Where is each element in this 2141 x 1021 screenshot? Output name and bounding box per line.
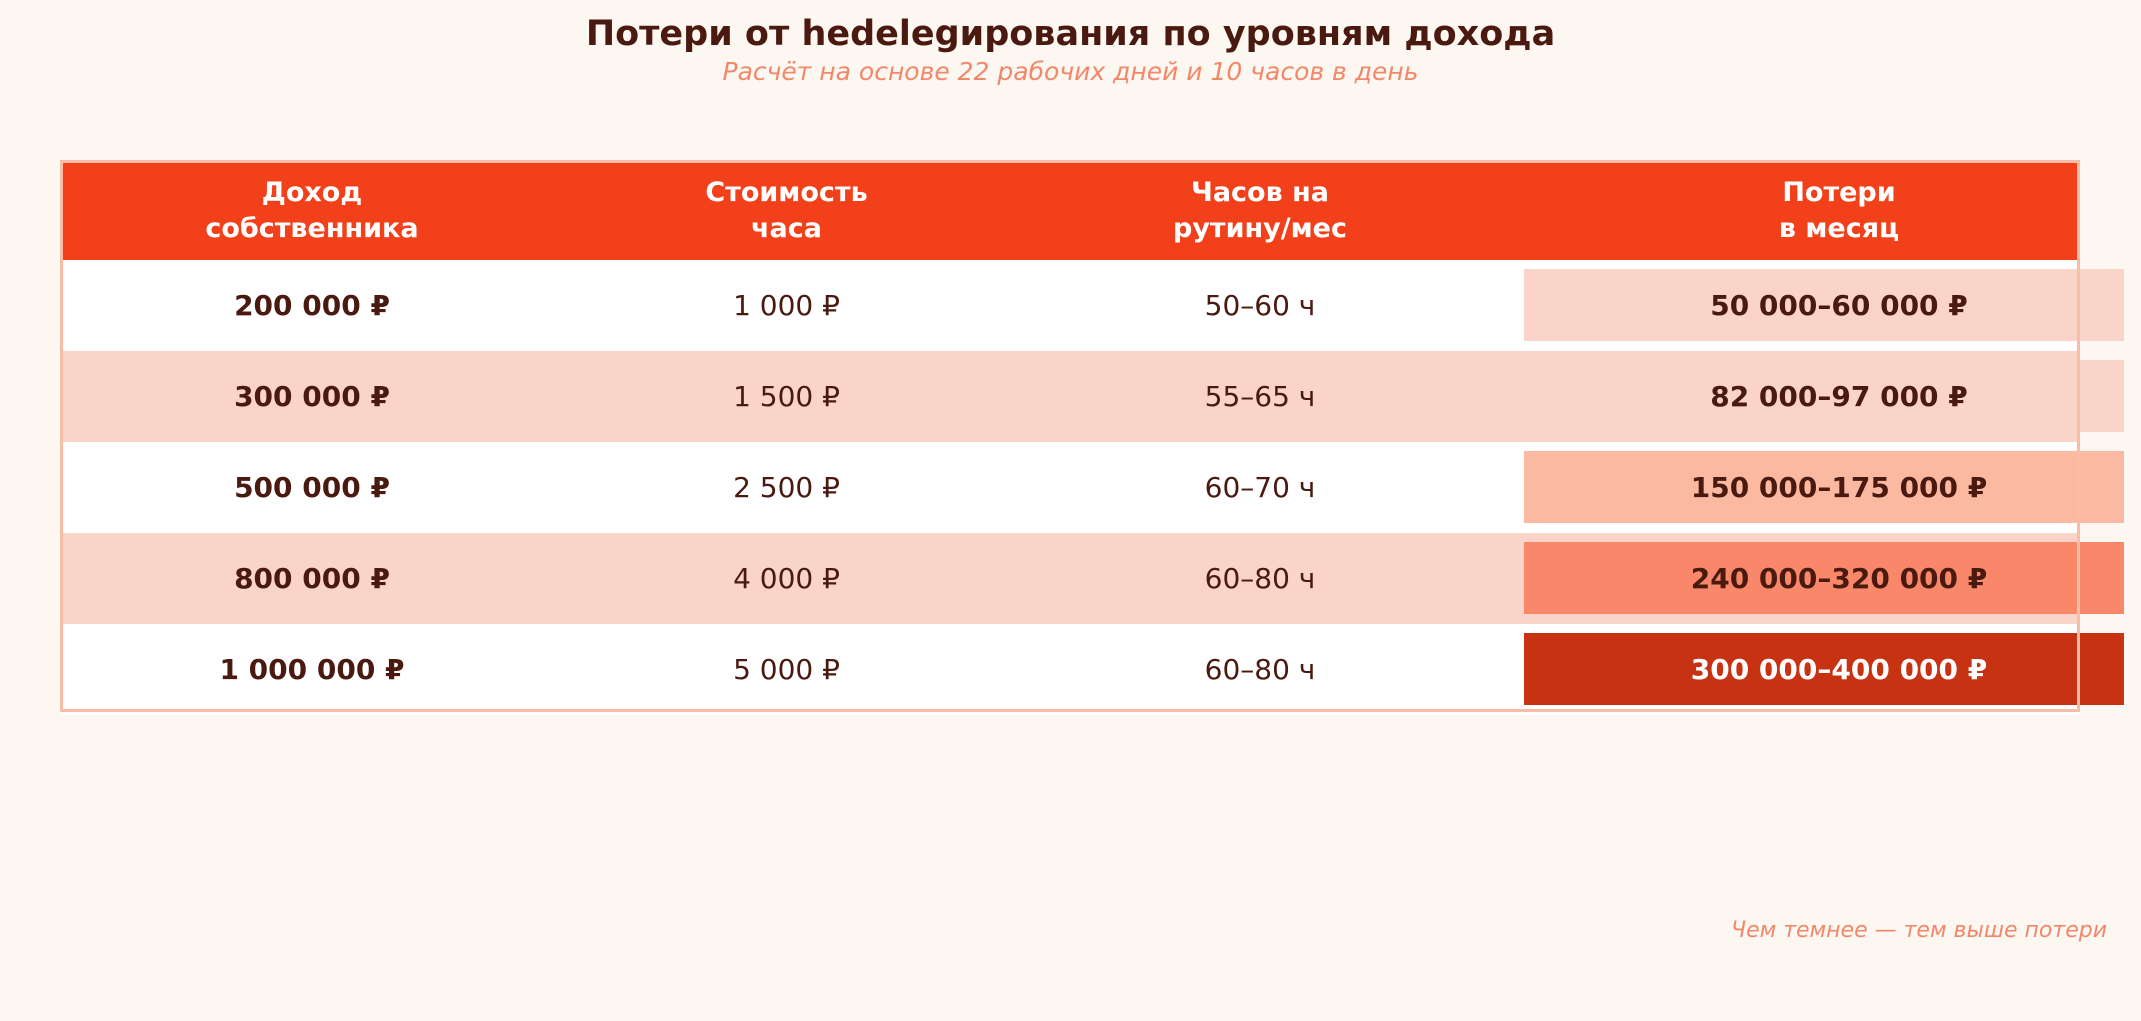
- loss-heat-cell: [1524, 360, 2124, 432]
- header-hours: Часов на рутину/мес: [1173, 176, 1347, 244]
- cell-income: 500 000 ₽: [234, 471, 390, 504]
- cell-loss: 240 000–320 000 ₽: [1690, 562, 1988, 595]
- header-hour-cost: Стоимость часа: [705, 176, 868, 244]
- cell-hours: 50–60 ч: [1204, 289, 1316, 322]
- cell-income: 300 000 ₽: [234, 380, 390, 413]
- table-border: [60, 160, 2080, 712]
- loss-heat-cell: [1524, 633, 2124, 705]
- chart-title: Потери от hedelegирования по уровням дох…: [585, 14, 1556, 54]
- cell-loss: 300 000–400 000 ₽: [1690, 653, 1988, 686]
- loss-heat-cell: [1524, 451, 2124, 523]
- cell-hour-cost: 5 000 ₽: [733, 653, 840, 686]
- table-header-row: [61, 161, 2079, 260]
- cell-income: 800 000 ₽: [234, 562, 390, 595]
- header-loss: Потери в месяц: [1778, 176, 1900, 244]
- cell-hour-cost: 1 000 ₽: [733, 289, 840, 322]
- cell-loss: 82 000–97 000 ₽: [1710, 380, 1968, 413]
- chart-subtitle: Расчёт на основе 22 рабочих дней и 10 ча…: [722, 57, 1419, 86]
- cell-hours: 60–80 ч: [1204, 653, 1316, 686]
- cell-hour-cost: 2 500 ₽: [733, 471, 840, 504]
- cell-income: 200 000 ₽: [234, 289, 390, 322]
- cell-hours: 60–80 ч: [1204, 562, 1316, 595]
- loss-heat-cell: [1524, 542, 2124, 614]
- cell-income: 1 000 000 ₽: [219, 653, 405, 686]
- cell-hour-cost: 4 000 ₽: [733, 562, 840, 595]
- header-income: Доход собственника: [205, 176, 419, 244]
- legend-note: Чем темнее — тем выше потери: [1731, 918, 2107, 943]
- cell-hour-cost: 1 500 ₽: [733, 380, 840, 413]
- cell-hours: 60–70 ч: [1204, 471, 1316, 504]
- loss-heat-cell: [1524, 269, 2124, 341]
- cell-loss: 150 000–175 000 ₽: [1690, 471, 1988, 504]
- cell-hours: 55–65 ч: [1204, 380, 1316, 413]
- cell-loss: 50 000–60 000 ₽: [1710, 289, 1968, 322]
